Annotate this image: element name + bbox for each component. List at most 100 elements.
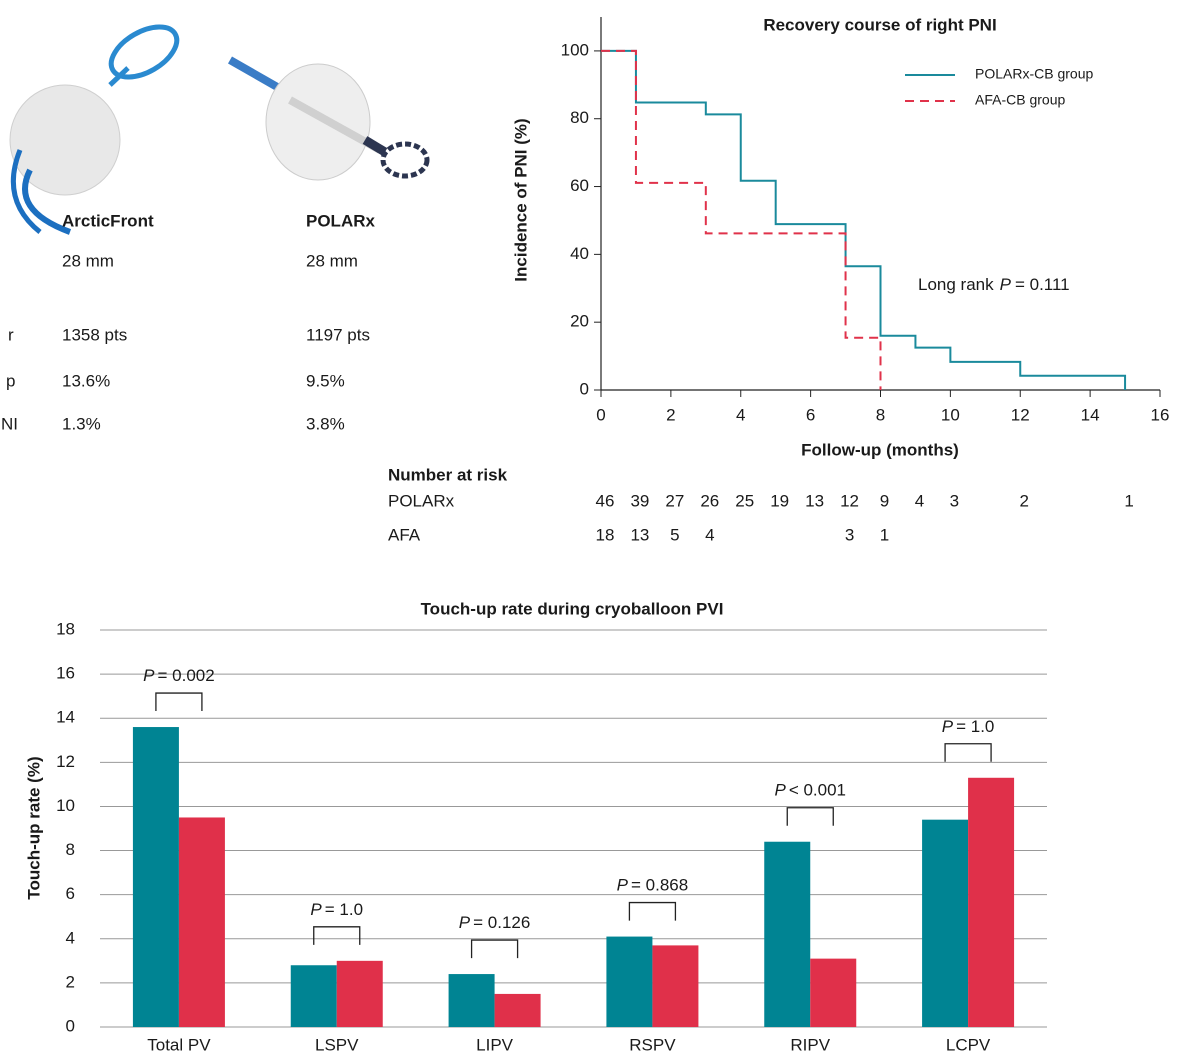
p-value-label: P= 0.002 [143,667,215,686]
y-tick-label: 80 [570,108,589,127]
risk-count: 3 [845,525,854,544]
legend-label: POLARx-CB group [975,66,1093,82]
cell: 1.3% [62,414,101,433]
p-symbol: P [617,876,629,895]
y-tick-label: 16 [56,664,75,683]
risk-count: 1 [880,525,889,544]
annotation-text: Long rank [918,275,994,294]
polarx-illustration [230,60,427,180]
row-label: p [6,371,15,390]
x-tick-label: LIPV [476,1035,514,1054]
bar [606,937,652,1027]
x-tick-label: 2 [666,405,675,424]
legend-label: AFA-CB group [975,92,1065,108]
x-tick-label: 4 [736,405,745,424]
y-tick-label: 10 [56,796,75,815]
p-symbol: P [143,667,155,686]
risk-row-name: POLARx [388,491,455,510]
y-tick-label: 8 [66,840,75,859]
significance-bracket [629,903,675,921]
p-value-label: P= 1.0 [310,900,363,919]
y-tick-label: 40 [570,244,589,263]
p-symbol: P [310,900,322,919]
row-label: r [8,325,14,344]
y-axis-label: Touch-up rate (%) [24,756,43,899]
significance-bracket [156,693,202,711]
bar [337,961,383,1027]
cell: 1358 pts [62,325,127,344]
risk-count: 46 [596,491,615,510]
bar [133,727,179,1027]
x-tick-label: 14 [1081,405,1100,424]
risk-count: 4 [705,525,714,544]
y-tick-label: 0 [580,379,589,398]
x-tick-label: LCPV [946,1035,991,1054]
p-symbol: P [774,781,786,800]
p-value-label: P< 0.001 [774,781,846,800]
x-tick-label: 0 [596,405,605,424]
chart-title: Recovery course of right PNI [763,15,996,34]
cell: 1197 pts [306,325,370,344]
page: ArcticFront POLARx 28 mm 28 mm r 1358 pt… [0,0,1178,1057]
risk-count: 3 [950,491,959,510]
p-value: = 1.0 [956,717,994,736]
p-value-label: P= 0.126 [459,914,531,933]
significance-bracket [472,940,518,958]
y-tick-label: 0 [66,1016,75,1035]
y-tick-label: 6 [66,884,75,903]
risk-count: 18 [596,525,615,544]
arcticfront-illustration [10,17,185,232]
x-tick-label: 16 [1151,405,1170,424]
x-tick-label: LSPV [315,1035,359,1054]
figure: ArcticFront POLARx 28 mm 28 mm r 1358 pt… [0,0,1178,1057]
risk-count: 26 [700,491,719,510]
row-label: NI [1,414,18,433]
annotation-value: = 0.111 [1015,275,1070,294]
p-value: = 0.002 [157,667,214,686]
p-value: = 1.0 [325,900,363,919]
y-axis-label: Incidence of PNI (%) [511,118,530,281]
p-symbol: P [942,717,954,736]
risk-table-title: Number at risk [388,465,508,484]
significance-bracket [787,808,833,826]
column-header: POLARx [306,211,376,230]
p-value: = 0.126 [473,914,530,933]
bar [764,842,810,1027]
y-tick-label: 14 [56,708,75,727]
significance-bracket [314,927,360,945]
risk-count: 25 [735,491,754,510]
chart-title: Touch-up rate during cryoballoon PVI [421,599,724,618]
cell: 3.8% [306,414,345,433]
y-tick-label: 4 [66,928,75,947]
cell: 13.6% [62,371,110,390]
x-tick-label: 12 [1011,405,1030,424]
x-tick-label: 8 [876,405,885,424]
bar [922,820,968,1027]
y-tick-label: 100 [561,40,589,59]
annotation: Long rankP= 0.111 [918,275,1070,294]
x-tick-label: 6 [806,405,815,424]
risk-count: 9 [880,491,889,510]
x-tick-label: RSPV [629,1035,676,1054]
x-tick-label: Total PV [147,1035,211,1054]
bar [449,974,495,1027]
y-tick-label: 60 [570,176,589,195]
x-tick-label: 10 [941,405,960,424]
p-symbol: P [459,914,471,933]
cell: 28 mm [62,251,114,270]
risk-count: 5 [670,525,679,544]
risk-count: 13 [805,491,824,510]
y-tick-label: 12 [56,752,75,771]
risk-count: 13 [630,525,649,544]
risk-count: 19 [770,491,789,510]
bar [179,817,225,1027]
p-value-label: P= 1.0 [942,717,995,736]
x-tick-label: RIPV [790,1035,830,1054]
bar [495,994,541,1027]
bar [291,965,337,1027]
risk-count: 4 [915,491,924,510]
cell: 9.5% [306,371,345,390]
y-tick-label: 18 [56,619,75,638]
risk-row-name: AFA [388,525,421,544]
x-axis-label: Follow-up (months) [801,440,959,459]
